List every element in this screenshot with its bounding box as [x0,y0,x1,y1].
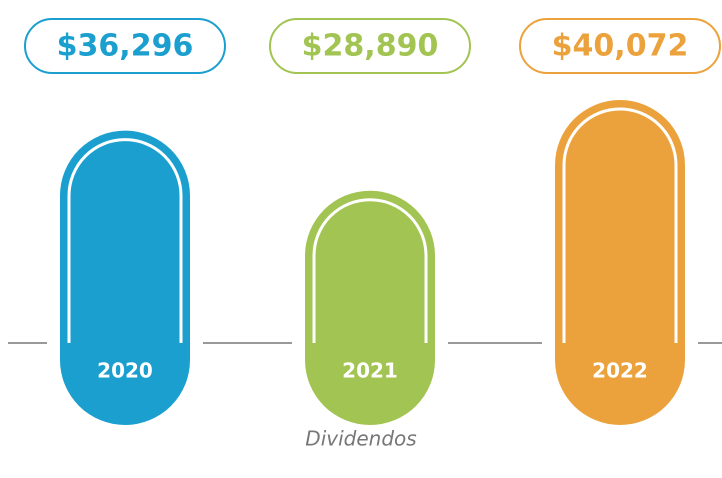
bar-inner-outline [312,198,428,343]
caption: Dividendos [305,427,416,451]
value-label: $40,072 [552,29,689,64]
year-label: 2020 [97,359,153,383]
value-label: $28,890 [302,29,439,64]
bar-inner-outline [67,138,183,343]
bar [555,100,685,425]
value-label: $36,296 [57,29,194,64]
value-badge [269,18,471,74]
value-badge [519,18,721,74]
bar [305,190,435,425]
year-label: 2021 [342,359,398,383]
value-badge [24,18,226,74]
year-label: 2022 [592,359,648,383]
bar-inner-outline [562,107,678,343]
bar [60,130,190,425]
